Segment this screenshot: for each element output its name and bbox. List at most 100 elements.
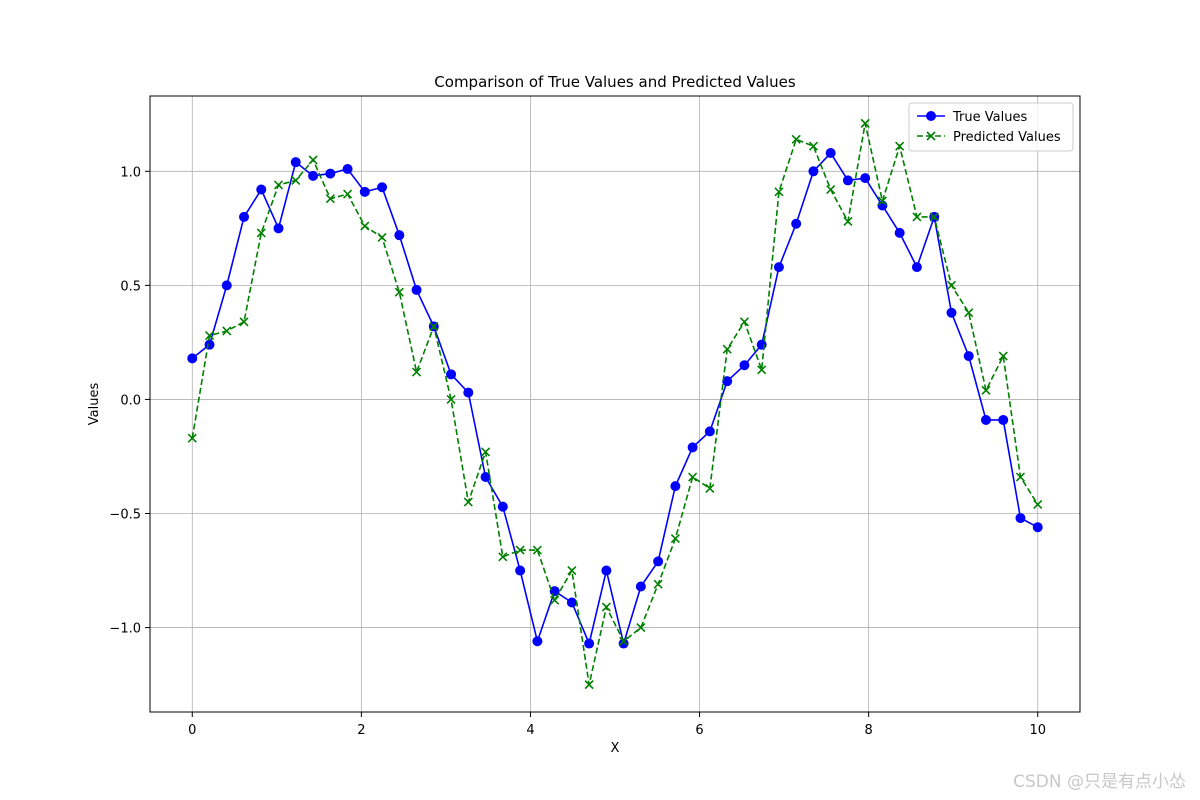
x-marker-stroke bbox=[757, 365, 767, 375]
predicted-values-point bbox=[239, 317, 249, 327]
true-values-point bbox=[532, 636, 543, 647]
true-values-point bbox=[998, 414, 1009, 425]
y-tick-label: −0.5 bbox=[109, 508, 141, 523]
true-values-series bbox=[187, 148, 1043, 649]
x-marker-stroke bbox=[895, 141, 905, 151]
predicted-values-point bbox=[1033, 499, 1043, 509]
true-values-point bbox=[687, 442, 698, 453]
legend: True Values Predicted Values bbox=[908, 102, 1074, 152]
x-marker-stroke bbox=[826, 184, 836, 195]
y-tick-label: 0.5 bbox=[120, 279, 141, 294]
true-values-point bbox=[980, 414, 991, 425]
ticks: 0 2 4 6 8 10 −1.0 −0.5 0.0 0.5 1.0 bbox=[109, 165, 1046, 738]
predicted-values-point bbox=[394, 287, 404, 297]
x-marker-stroke bbox=[1015, 472, 1026, 482]
x-tick-label: 0 bbox=[188, 723, 196, 738]
true-values-point bbox=[722, 376, 733, 387]
true-values-point bbox=[187, 353, 198, 364]
x-marker-stroke bbox=[204, 330, 215, 341]
x-marker-stroke bbox=[619, 636, 629, 646]
true-values-point bbox=[359, 186, 370, 197]
x-marker-stroke bbox=[688, 472, 698, 482]
x-marker-stroke bbox=[653, 579, 663, 589]
true-values-point bbox=[791, 218, 802, 229]
predicted-values-point bbox=[463, 497, 473, 507]
x-marker-stroke bbox=[343, 189, 353, 199]
x-marker-stroke bbox=[239, 317, 249, 327]
predicted-values-point bbox=[774, 187, 784, 197]
true-values-point bbox=[1015, 513, 1026, 524]
true-values-point bbox=[653, 556, 664, 567]
true-values-point bbox=[566, 597, 577, 608]
predicted-values-point bbox=[567, 565, 577, 576]
x-marker-stroke bbox=[791, 134, 801, 144]
true-values-point bbox=[342, 164, 353, 175]
x-marker-stroke bbox=[843, 216, 853, 227]
x-tick-label: 10 bbox=[1029, 723, 1046, 738]
x-marker-stroke bbox=[532, 545, 542, 555]
x-marker-stroke bbox=[429, 321, 439, 331]
predicted-values-line bbox=[191, 123, 1039, 685]
true-values-point bbox=[325, 168, 336, 179]
x-marker-stroke bbox=[808, 141, 818, 151]
true-values-point bbox=[290, 157, 301, 168]
x-marker-stroke bbox=[722, 344, 732, 354]
true-values-point bbox=[273, 223, 284, 234]
true-values-point bbox=[497, 501, 508, 512]
true-values-point bbox=[842, 175, 853, 186]
x-axis-label: X bbox=[611, 741, 620, 756]
predicted-values-point bbox=[826, 184, 836, 195]
x-marker-stroke bbox=[1033, 499, 1043, 509]
predicted-values-point bbox=[532, 545, 542, 555]
true-values-point bbox=[377, 182, 388, 193]
x-marker-stroke bbox=[394, 287, 404, 297]
predicted-values-point bbox=[429, 321, 439, 331]
predicted-values-point bbox=[946, 280, 957, 290]
predicted-values-point bbox=[619, 636, 629, 646]
legend-box bbox=[908, 102, 1074, 152]
predicted-values-point bbox=[808, 141, 818, 151]
true-values-point bbox=[463, 387, 474, 398]
x-marker-stroke bbox=[515, 545, 525, 555]
x-marker-stroke bbox=[670, 534, 680, 544]
predicted-values-point bbox=[343, 189, 353, 199]
y-tick-label: 1.0 bbox=[120, 165, 141, 180]
predicted-values-point bbox=[498, 552, 508, 562]
true-values-point bbox=[1032, 522, 1043, 533]
predicted-values-point bbox=[895, 141, 905, 151]
predicted-values-point bbox=[688, 472, 698, 482]
predicted-values-point bbox=[912, 212, 922, 222]
predicted-values-point bbox=[480, 447, 491, 457]
predicted-values-point bbox=[412, 367, 422, 377]
x-marker-stroke bbox=[705, 483, 715, 493]
y-tick-label: −1.0 bbox=[109, 622, 141, 637]
x-marker-stroke bbox=[273, 180, 284, 190]
predicted-values-point bbox=[584, 680, 594, 690]
true-values-point bbox=[515, 565, 526, 576]
x-marker-stroke bbox=[480, 447, 491, 457]
x-tick-label: 2 bbox=[357, 723, 365, 738]
predicted-values-point bbox=[998, 351, 1008, 361]
true-values-point bbox=[601, 565, 612, 576]
grid bbox=[150, 96, 1080, 712]
predicted-values-point bbox=[360, 221, 370, 231]
predicted-values-point bbox=[515, 545, 525, 555]
predicted-values-point bbox=[757, 365, 767, 375]
true-values-point bbox=[825, 148, 836, 159]
series-layer bbox=[187, 118, 1043, 690]
true-values-point bbox=[394, 230, 405, 241]
x-marker-stroke bbox=[636, 623, 646, 633]
x-marker-stroke bbox=[463, 497, 473, 507]
predicted-values-point bbox=[446, 394, 456, 405]
x-marker-stroke bbox=[912, 212, 922, 222]
x-marker-stroke bbox=[860, 118, 870, 128]
predicted-values-point bbox=[325, 194, 335, 204]
x-marker-stroke bbox=[412, 367, 422, 377]
true-values-point bbox=[773, 262, 784, 273]
true-values-point bbox=[584, 638, 595, 649]
legend-marker-true-values bbox=[926, 111, 936, 121]
true-values-point bbox=[256, 184, 267, 195]
y-tick-label: 0.0 bbox=[120, 393, 141, 408]
predicted-values-point bbox=[722, 344, 732, 354]
true-values-point bbox=[946, 307, 957, 318]
